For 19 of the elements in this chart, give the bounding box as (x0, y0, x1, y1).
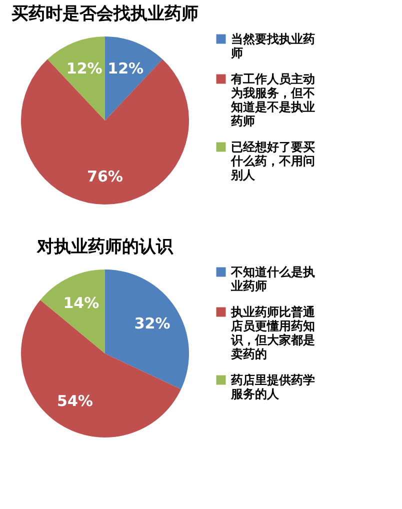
data-label: 12% (108, 59, 144, 78)
data-label: 54% (57, 392, 93, 410)
pie-slice (40, 270, 105, 354)
data-label: 32% (134, 314, 170, 332)
legend-label: 有工作人员主动为我服务，但不知道是不是执业药师 (230, 72, 315, 128)
data-label: 76% (87, 168, 123, 186)
pie-slice (105, 270, 189, 390)
chart-title: 对执业药师的认识 (36, 237, 174, 257)
data-label: 14% (63, 294, 100, 312)
slice-label: 不知道什么是执业药师 (230, 265, 315, 293)
legend-label: 已经想好了要买什么药，不用问别人 (230, 140, 315, 182)
pie-slice (105, 36, 162, 120)
pie-slice (48, 36, 105, 120)
legend-label: 当然要找执业药师 (230, 32, 315, 60)
data-label: 12% (66, 59, 102, 78)
pie-slice (21, 59, 189, 204)
legend-label: 执业药师比普通店员更懂用药知识，但大家都是卖药的 (230, 305, 316, 361)
chart-title: 买药时是否会找执业药师 (12, 4, 198, 24)
legend-label: 药店里提供药学服务的人 (230, 373, 315, 401)
